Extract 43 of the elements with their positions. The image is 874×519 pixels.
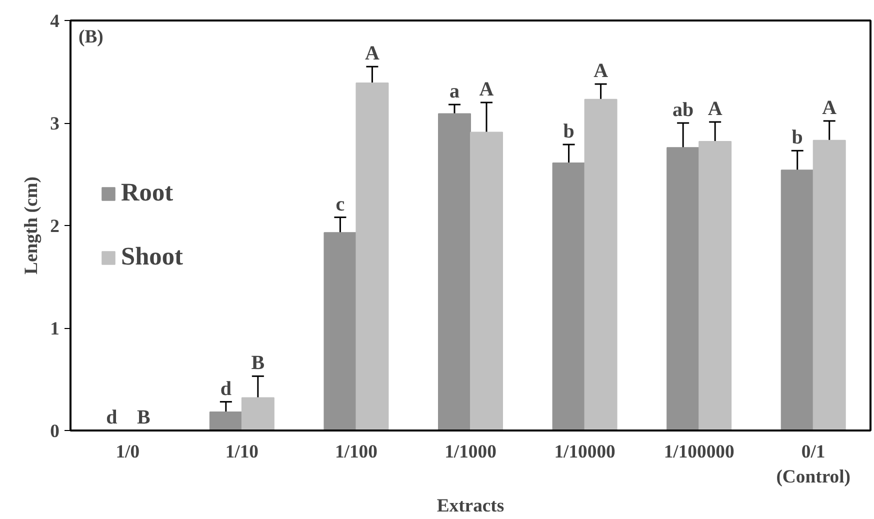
data-label: ab xyxy=(672,99,694,121)
bar xyxy=(698,140,732,430)
data-label: A xyxy=(479,78,494,100)
data-label: d xyxy=(106,406,118,428)
x-tick-label: 1/100000 xyxy=(664,442,734,462)
data-label: c xyxy=(336,193,345,216)
data-label: A xyxy=(364,42,380,65)
bar xyxy=(356,82,389,430)
x-axis-title: Extracts xyxy=(436,496,504,517)
y-tick-label: 1 xyxy=(50,318,60,340)
y-tick-label: 0 xyxy=(50,421,60,442)
bar xyxy=(438,113,471,430)
chart-title: (B) xyxy=(78,26,104,48)
y-tick-label: 2 xyxy=(50,216,60,237)
bar xyxy=(470,132,503,430)
data-label: b xyxy=(792,126,803,149)
data-label: A xyxy=(708,98,723,120)
legend-label: Root xyxy=(121,178,174,208)
x-tick-label: 1/10000 xyxy=(554,442,616,462)
bar xyxy=(552,162,586,430)
data-label: d xyxy=(220,378,232,400)
data-label: A xyxy=(594,60,609,82)
x-tick-label: 1/100 xyxy=(334,442,378,462)
data-label: B xyxy=(251,352,265,374)
y-tick-label: 3 xyxy=(50,114,60,134)
y-axis-title: Length (cm) xyxy=(21,176,42,274)
data-label: b xyxy=(563,120,574,143)
data-label: B xyxy=(136,406,150,428)
bar xyxy=(812,140,846,430)
bar xyxy=(584,98,618,430)
bar xyxy=(241,397,274,430)
x-tick-label: 1/0 xyxy=(116,442,140,462)
x-tick-label: 1/1000 xyxy=(444,442,496,462)
data-label: A xyxy=(822,96,838,119)
legend-label: Shoot xyxy=(121,242,183,272)
x-tick-label: 0/1 (Control) xyxy=(776,442,851,488)
x-tick-label: 1/10 xyxy=(225,442,259,462)
bar xyxy=(324,232,357,430)
bar xyxy=(209,412,242,430)
bar xyxy=(780,170,814,430)
data-label: a xyxy=(450,80,460,103)
bar xyxy=(666,147,700,430)
y-tick-label: 4 xyxy=(50,11,60,32)
